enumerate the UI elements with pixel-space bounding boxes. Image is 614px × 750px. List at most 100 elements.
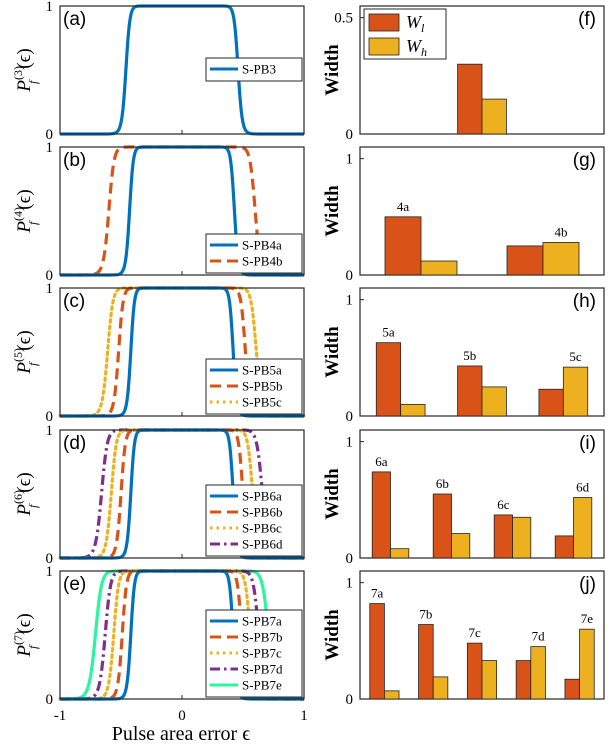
y-tick-label: 1 [46, 140, 54, 156]
bar-high-f [481, 98, 507, 135]
bar-label: 7c [469, 625, 482, 640]
y-axis-label: Width [322, 609, 343, 661]
legend-entry: S-PB5a [242, 363, 282, 378]
legend: S-PB3 [205, 57, 303, 82]
legend-entry: Wl [406, 12, 425, 35]
y-axis-label: Width [322, 44, 343, 96]
y-axis-label: P(5)f(ϵ) [11, 330, 40, 374]
panel-label: (j) [579, 574, 596, 595]
y-axis-label: P(6)f(ϵ) [11, 472, 40, 516]
bar-label: 5c [569, 349, 582, 364]
bar-label: 7a [371, 586, 384, 601]
legend-box [205, 358, 303, 415]
legend-entry: S-PB7e [242, 678, 282, 693]
legend-swatch [368, 37, 400, 56]
y-tick-label: 0 [46, 692, 54, 708]
panel-label: (b) [63, 150, 86, 171]
y-axis-label: P(7)f(ϵ) [11, 613, 40, 657]
bar-high-5a [400, 403, 426, 417]
panel-g: 4a 4b 0 1 (g) Width [322, 146, 605, 284]
y-tick-label: 0 [346, 268, 354, 284]
panel-label: (h) [573, 291, 596, 312]
y-tick-label: 0.5 [334, 11, 353, 27]
y-axis-label: P(3)f(ϵ) [11, 48, 40, 92]
bar-low-7b [418, 624, 434, 700]
bar-low-4a [384, 216, 422, 276]
panel-e: 01-1 0 1(e)P(7)f(ϵ) S-PB7aS-PB7bS-PB7cS-PB7… [11, 564, 308, 724]
panel-i: 6a 6b 6c 6d 0 1 (i) Width [322, 429, 605, 567]
legend-box [205, 233, 303, 274]
bar-label: 6d [576, 479, 590, 494]
panel-label: (i) [579, 433, 596, 454]
y-tick-label: 0 [46, 127, 54, 143]
bar-high-4a [420, 260, 458, 276]
legend-entry: S-PB7d [242, 662, 283, 677]
bar-low-6a [371, 471, 391, 559]
panel-label: (g) [573, 150, 596, 171]
panel-label: (c) [63, 291, 85, 312]
y-tick-label: 1 [46, 564, 54, 580]
bar-high-7c [481, 660, 498, 700]
bar-low-5b [457, 365, 483, 417]
bar-low-f [457, 63, 483, 135]
y-tick-label: 0 [346, 409, 354, 425]
y-tick-label: 1 [346, 576, 354, 592]
legend-entry: S-PB7a [242, 614, 282, 629]
y-tick-label: 1 [346, 293, 354, 309]
bar-low-7a [369, 603, 385, 700]
panel-h: 5a 5b 5c 0 1 (h) Width [322, 287, 605, 425]
bar-label: 5b [463, 348, 476, 363]
legend-entry: S-PB7b [242, 630, 282, 645]
panel-label: (d) [63, 433, 86, 454]
y-axis-label: Width [322, 185, 343, 237]
bar-label: 4a [397, 199, 410, 214]
legend-entry: S-PB4b [242, 254, 282, 269]
y-tick-label: 0 [46, 409, 54, 425]
y-axis-label: Width [322, 326, 343, 378]
bar-high-6b [451, 533, 471, 559]
y-tick-label: 0 [346, 551, 354, 567]
panel-label: (e) [63, 574, 86, 595]
legend-box [205, 57, 303, 82]
y-tick-label: 0 [346, 692, 354, 708]
bar-low-5c [538, 388, 564, 417]
axes-frame [359, 429, 605, 559]
legend-entry: Wh [406, 36, 427, 59]
y-axis-label: Width [322, 468, 343, 520]
y-tick-label: 0 [46, 551, 54, 567]
bar-low-7d [515, 660, 532, 700]
y-tick-label: 0 [46, 268, 54, 284]
bar-low-6d [554, 535, 574, 559]
y-tick-label: 1 [46, 281, 54, 297]
y-axis-label: P(4)f(ϵ) [11, 189, 40, 233]
legend-entry: S-PB3 [242, 62, 276, 77]
bar-high-5c [562, 366, 589, 417]
bar-high-7d [530, 646, 546, 700]
bar-label: 7e [581, 611, 594, 626]
x-axis-label: Pulse area error ϵ [112, 723, 251, 745]
axes-frame [359, 146, 605, 276]
panel-a: 0 1 (a) P(3)f(ϵ) S-PB3 [11, 0, 305, 143]
legend-entry: S-PB6a [242, 489, 282, 504]
bar-low-6b [432, 493, 452, 559]
panel-j: 7a 7b 7c 7d 7e 0 1 (j) Width [322, 570, 605, 708]
x-tick-label: -1 [54, 708, 67, 724]
panel-label: (f) [578, 9, 596, 30]
legend-entry: S-PB6b [242, 505, 282, 520]
y-tick-label: 1 [346, 152, 354, 168]
legend-entry: S-PB7c [242, 646, 282, 661]
legend-entry: S-PB6d [242, 537, 283, 552]
x-tick-label: 0 [178, 708, 186, 724]
bar-low-6c [493, 514, 513, 559]
legend-entry: S-PB5b [242, 379, 282, 394]
legend-entry: S-PB5c [242, 395, 282, 410]
